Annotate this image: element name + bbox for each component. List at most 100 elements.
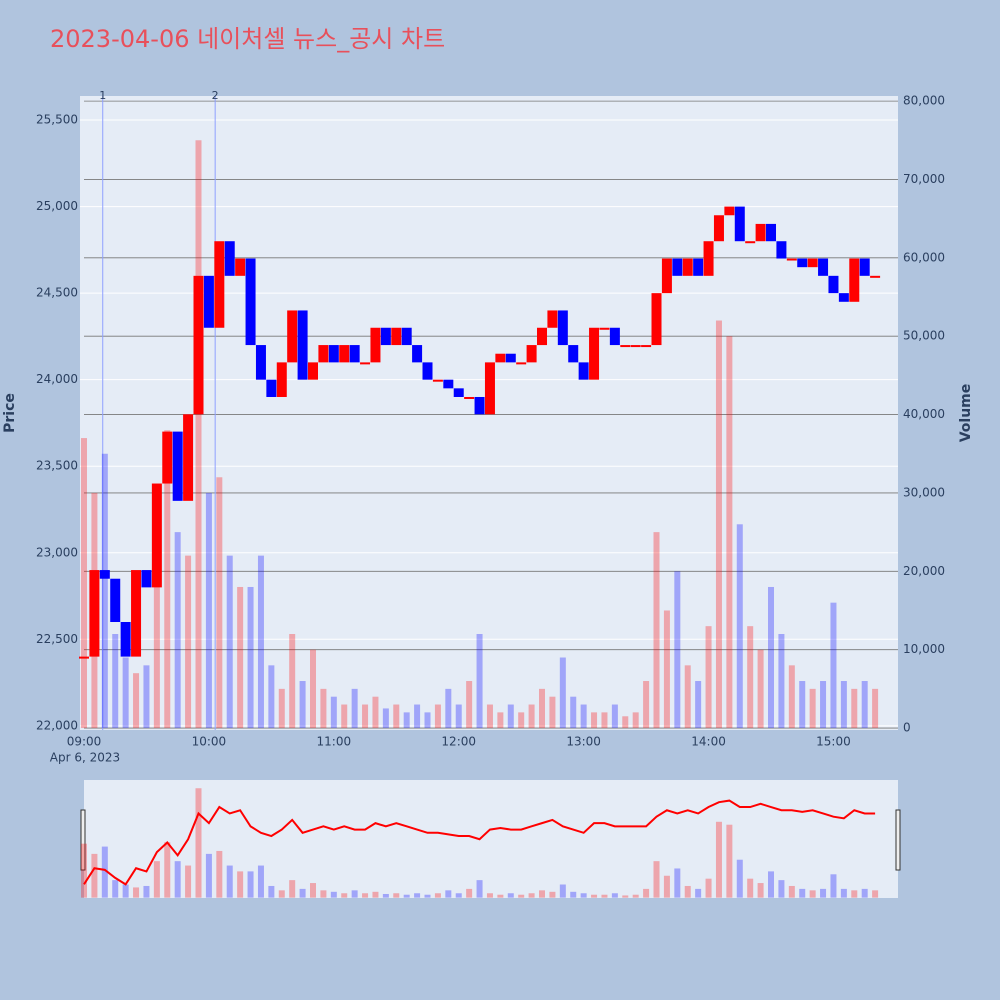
volume-bar — [289, 633, 296, 729]
candle — [391, 327, 402, 346]
y-axis-title: Price — [2, 393, 18, 433]
volume-bar — [861, 681, 868, 729]
candle — [568, 345, 579, 363]
volume-bar — [101, 453, 108, 729]
volume-bar — [393, 704, 400, 729]
slider-volume-bar — [778, 880, 785, 898]
slider-volume-bar — [497, 894, 504, 898]
slider-volume-bar — [185, 865, 192, 898]
volume-bar — [257, 555, 264, 729]
candle — [818, 258, 829, 276]
candle — [162, 431, 173, 484]
slider-volume-bar — [164, 842, 171, 898]
volume-bar — [684, 665, 691, 729]
candle — [620, 345, 631, 348]
slider-volume-bar — [455, 893, 462, 898]
candle — [203, 275, 214, 328]
slider-volume-bar — [445, 890, 452, 898]
slider-volume-bar — [872, 890, 879, 898]
volume-bar — [622, 716, 629, 729]
x-tick-label: 10:00 — [192, 735, 227, 749]
slider-volume-bar — [372, 891, 379, 898]
slider-volume-bar — [768, 871, 775, 898]
chart-title: 2023-04-06 네이처셀 뉴스_공시 차트 — [50, 25, 445, 53]
slider-volume-bar — [528, 893, 535, 898]
x-tick-label: 15:00 — [816, 735, 851, 749]
candle — [370, 327, 381, 363]
volume-bar — [820, 681, 827, 729]
x-tick-label: 09:00 — [67, 735, 102, 749]
y-tick-label: 24,000 — [36, 372, 78, 386]
volume-bar — [486, 704, 493, 729]
slider-volume-bar — [726, 824, 733, 898]
volume-bar — [611, 704, 618, 729]
slider-volume-bar — [601, 894, 608, 898]
volume-bar — [872, 688, 879, 729]
slider-volume-bar — [820, 888, 827, 898]
slider-volume-bar — [174, 861, 181, 898]
candle — [870, 275, 881, 278]
slider-volume-bar — [622, 895, 629, 898]
slider-volume-bar — [611, 893, 618, 898]
candle — [255, 345, 266, 380]
slider-volume-bar — [736, 859, 743, 898]
candle — [641, 345, 652, 348]
volume-bar — [663, 610, 670, 729]
slider-volume-bar — [403, 894, 410, 898]
candle — [443, 379, 454, 389]
slider-volume-bar — [830, 874, 837, 898]
slider-volume-bar — [591, 894, 598, 898]
volume-bar — [497, 712, 504, 729]
candle — [401, 327, 412, 346]
candle — [412, 345, 423, 363]
slider-volume-bar — [559, 884, 566, 898]
volume-bar — [799, 681, 806, 729]
volume-bar — [705, 626, 712, 729]
y-tick-label: 23,500 — [36, 459, 78, 473]
candle — [484, 362, 495, 415]
candle — [495, 353, 506, 363]
slider-volume-bar — [695, 888, 702, 898]
candle — [547, 310, 558, 328]
candle — [651, 293, 662, 346]
candle — [360, 362, 371, 365]
slider-volume-bar — [861, 888, 868, 898]
slider-volume-bar — [133, 887, 140, 898]
candle — [276, 362, 287, 397]
volume-bar — [736, 524, 743, 729]
volume-bar — [403, 712, 410, 729]
candle — [235, 258, 246, 276]
volume-bar — [81, 438, 87, 729]
slider-volume-bar — [91, 853, 98, 898]
volume-bar — [237, 586, 244, 729]
volume-bar — [434, 704, 441, 729]
volume-bar — [788, 665, 795, 729]
candle — [807, 258, 818, 268]
candle — [724, 206, 735, 216]
slider-volume-bar — [809, 890, 816, 898]
y2-tick-label: 30,000 — [903, 485, 945, 499]
slider-volume-bar — [539, 890, 546, 898]
volume-bar — [153, 532, 160, 729]
volume-bar — [695, 681, 702, 729]
volume-bar — [445, 688, 452, 729]
slider-volume-bar — [382, 893, 389, 898]
volume-bar — [174, 532, 181, 729]
candle — [266, 379, 277, 397]
volume-bar — [601, 712, 608, 729]
volume-bar — [747, 626, 754, 729]
range-slider[interactable] — [84, 780, 898, 898]
volume-bar — [840, 681, 847, 729]
y-tick-label: 23,000 — [36, 545, 78, 559]
slider-handle[interactable] — [895, 809, 901, 871]
candle — [79, 656, 89, 659]
slider-handle[interactable] — [80, 809, 86, 871]
volume-bar — [362, 704, 369, 729]
candle — [245, 258, 256, 346]
candle — [766, 223, 777, 242]
annotation-label: 2 — [212, 89, 219, 102]
slider-volume-bar — [362, 893, 369, 898]
volume-bar — [726, 336, 733, 729]
volume-bar — [143, 665, 150, 729]
